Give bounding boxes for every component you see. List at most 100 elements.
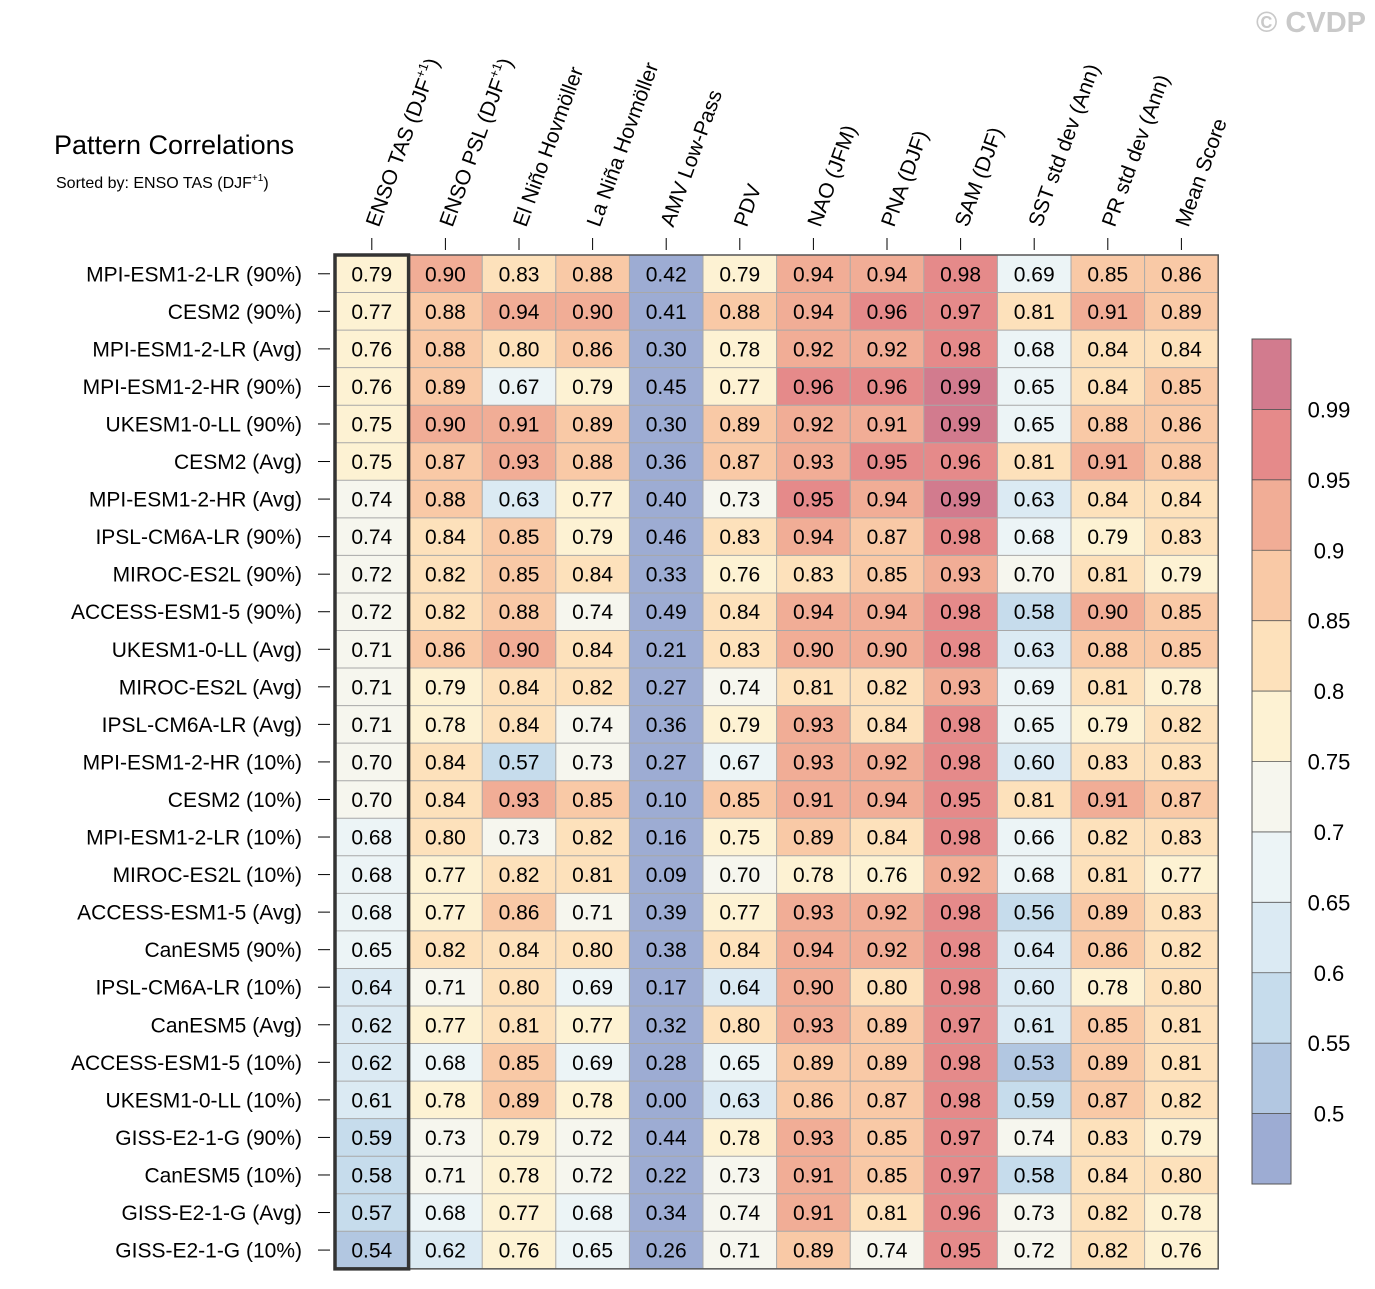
heatmap-cell — [997, 1231, 1072, 1270]
sorted-column-highlight — [333, 253, 411, 1271]
colorbar-swatch — [1252, 902, 1291, 974]
cell-value: 0.99 — [940, 376, 981, 399]
cell-value: 0.87 — [425, 451, 466, 474]
heatmap-cell — [1144, 1006, 1219, 1045]
heatmap-cell — [997, 555, 1072, 594]
cell-value: 0.85 — [867, 1164, 908, 1187]
cell-value: 0.68 — [351, 827, 392, 850]
heatmap-cell — [923, 855, 998, 894]
heatmap-cell — [629, 292, 704, 331]
heatmap-cell — [997, 1118, 1072, 1157]
heatmap-cell — [850, 743, 925, 782]
cell-value: 0.85 — [499, 1052, 540, 1075]
cell-value: 0.80 — [1161, 977, 1202, 1000]
heatmap-cell — [703, 367, 778, 406]
cell-value: 0.98 — [940, 639, 981, 662]
heatmap-cell — [335, 1006, 410, 1045]
cell-value: 0.88 — [425, 489, 466, 512]
heatmap-cell — [408, 630, 483, 669]
row-label: ACCESS-ESM1-5 (Avg) — [77, 902, 302, 925]
cell-value: 0.44 — [646, 1127, 687, 1150]
cell-value: 0.92 — [940, 864, 981, 887]
heatmap-cell — [850, 930, 925, 969]
row-label: MPI-ESM1-2-HR (10%) — [83, 751, 302, 774]
cell-value: 0.92 — [867, 939, 908, 962]
heatmap-cell — [1144, 705, 1219, 744]
cell-value: 0.89 — [793, 827, 834, 850]
heatmap-cell — [703, 255, 778, 294]
heatmap-cell — [850, 893, 925, 932]
cell-value: 0.65 — [1014, 714, 1055, 737]
heatmap-cell — [1144, 555, 1219, 594]
heatmap-cell — [776, 893, 851, 932]
cell-value: 0.93 — [940, 564, 981, 587]
cell-value: 0.58 — [351, 1164, 392, 1187]
chart-subtitle: Sorted by: ENSO TAS (DJF+1) — [56, 173, 269, 192]
heatmap-cell — [335, 480, 410, 519]
cell-value: 0.30 — [646, 413, 687, 436]
cell-value: 0.56 — [1014, 902, 1055, 925]
cell-value: 0.85 — [499, 526, 540, 549]
heatmap-cell — [703, 780, 778, 819]
cell-value: 0.94 — [867, 789, 908, 812]
chart-title: Pattern Correlations — [54, 130, 294, 160]
heatmap-cell — [555, 517, 630, 556]
watermark: © CVDP — [1256, 7, 1366, 39]
row-label: MPI-ESM1-2-HR (90%) — [83, 376, 302, 399]
cell-value: 0.79 — [1087, 526, 1128, 549]
heatmap-cell — [1144, 292, 1219, 331]
cell-value: 0.84 — [425, 526, 466, 549]
colorbar-tick-label: 0.85 — [1308, 609, 1351, 634]
heatmap-cell — [997, 480, 1072, 519]
heatmap-cell — [776, 1118, 851, 1157]
heatmap-cell — [1071, 405, 1146, 444]
cell-value: 0.95 — [867, 451, 908, 474]
heatmap-cell — [555, 1231, 630, 1270]
cell-value: 0.95 — [940, 789, 981, 812]
cell-value: 0.69 — [1014, 676, 1055, 699]
cell-value: 0.81 — [1161, 1052, 1202, 1075]
cell-value: 0.91 — [793, 789, 834, 812]
heatmap-cell — [408, 517, 483, 556]
heatmap-cell — [1071, 780, 1146, 819]
heatmap-cell — [1144, 1193, 1219, 1232]
heatmap-cell — [1071, 555, 1146, 594]
cell-value: 0.83 — [1087, 1127, 1128, 1150]
column-label: PNA (DJF) — [877, 128, 933, 230]
heatmap-cell — [850, 1006, 925, 1045]
heatmap-cell — [629, 1081, 704, 1120]
cell-value: 0.65 — [1014, 413, 1055, 436]
cell-value: 0.77 — [719, 376, 760, 399]
cell-value: 0.79 — [351, 263, 392, 286]
heatmap-cell — [629, 367, 704, 406]
cell-value: 0.78 — [719, 338, 760, 361]
cell-value: 0.78 — [1161, 676, 1202, 699]
cell-value: 0.64 — [1014, 939, 1055, 962]
cell-value: 0.85 — [1161, 376, 1202, 399]
cell-value: 0.27 — [646, 751, 687, 774]
heatmap-cell — [923, 1006, 998, 1045]
cell-value: 0.78 — [425, 714, 466, 737]
column-label: NAO (JFM) — [803, 122, 861, 230]
heatmap-cell — [482, 705, 557, 744]
cell-value: 0.33 — [646, 564, 687, 587]
heatmap-cell — [555, 555, 630, 594]
cell-value: 0.80 — [719, 1014, 760, 1037]
cell-value: 0.81 — [1161, 1014, 1202, 1037]
heatmap-cell — [408, 1193, 483, 1232]
heatmap-cell — [850, 855, 925, 894]
cell-value: 0.78 — [572, 1089, 613, 1112]
heatmap-cell — [555, 630, 630, 669]
colorbar-tick-label: 0.8 — [1314, 679, 1345, 704]
heatmap-cell — [1071, 855, 1146, 894]
heatmap-grid — [333, 253, 1219, 1271]
cell-value: 0.70 — [351, 751, 392, 774]
cell-value: 0.98 — [940, 526, 981, 549]
heatmap-cell — [923, 668, 998, 707]
cell-value: 0.92 — [867, 338, 908, 361]
cell-value: 0.93 — [940, 676, 981, 699]
cell-value: 0.36 — [646, 451, 687, 474]
cell-value: 0.75 — [719, 827, 760, 850]
heatmap-cell — [923, 555, 998, 594]
row-label: GISS-E2-1-G (90%) — [115, 1127, 302, 1150]
